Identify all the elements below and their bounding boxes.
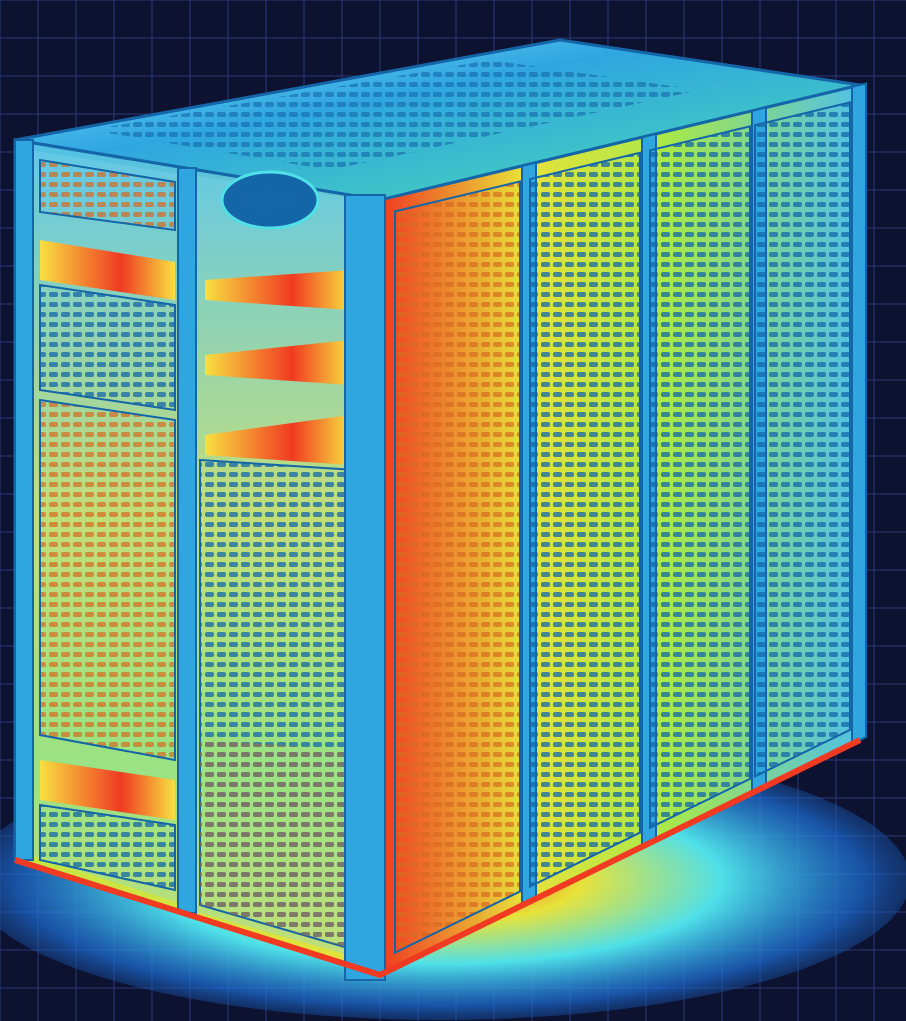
front-left-rack (30, 150, 185, 905)
hot-spot (40, 760, 175, 820)
side-rack-1 (394, 161, 537, 955)
top-vent-panel (90, 60, 700, 170)
hot-spot (40, 240, 175, 300)
rack-post (851, 82, 867, 746)
front-center-rack (190, 170, 365, 960)
side-rack-2 (529, 132, 657, 889)
side-rack-4 (754, 82, 867, 779)
side-racks (394, 82, 867, 955)
side-rack-3 (649, 106, 767, 830)
base-hot-edge (14, 737, 862, 979)
hot-spot (205, 415, 350, 465)
hot-spot (205, 340, 350, 385)
hot-spot (205, 270, 350, 310)
